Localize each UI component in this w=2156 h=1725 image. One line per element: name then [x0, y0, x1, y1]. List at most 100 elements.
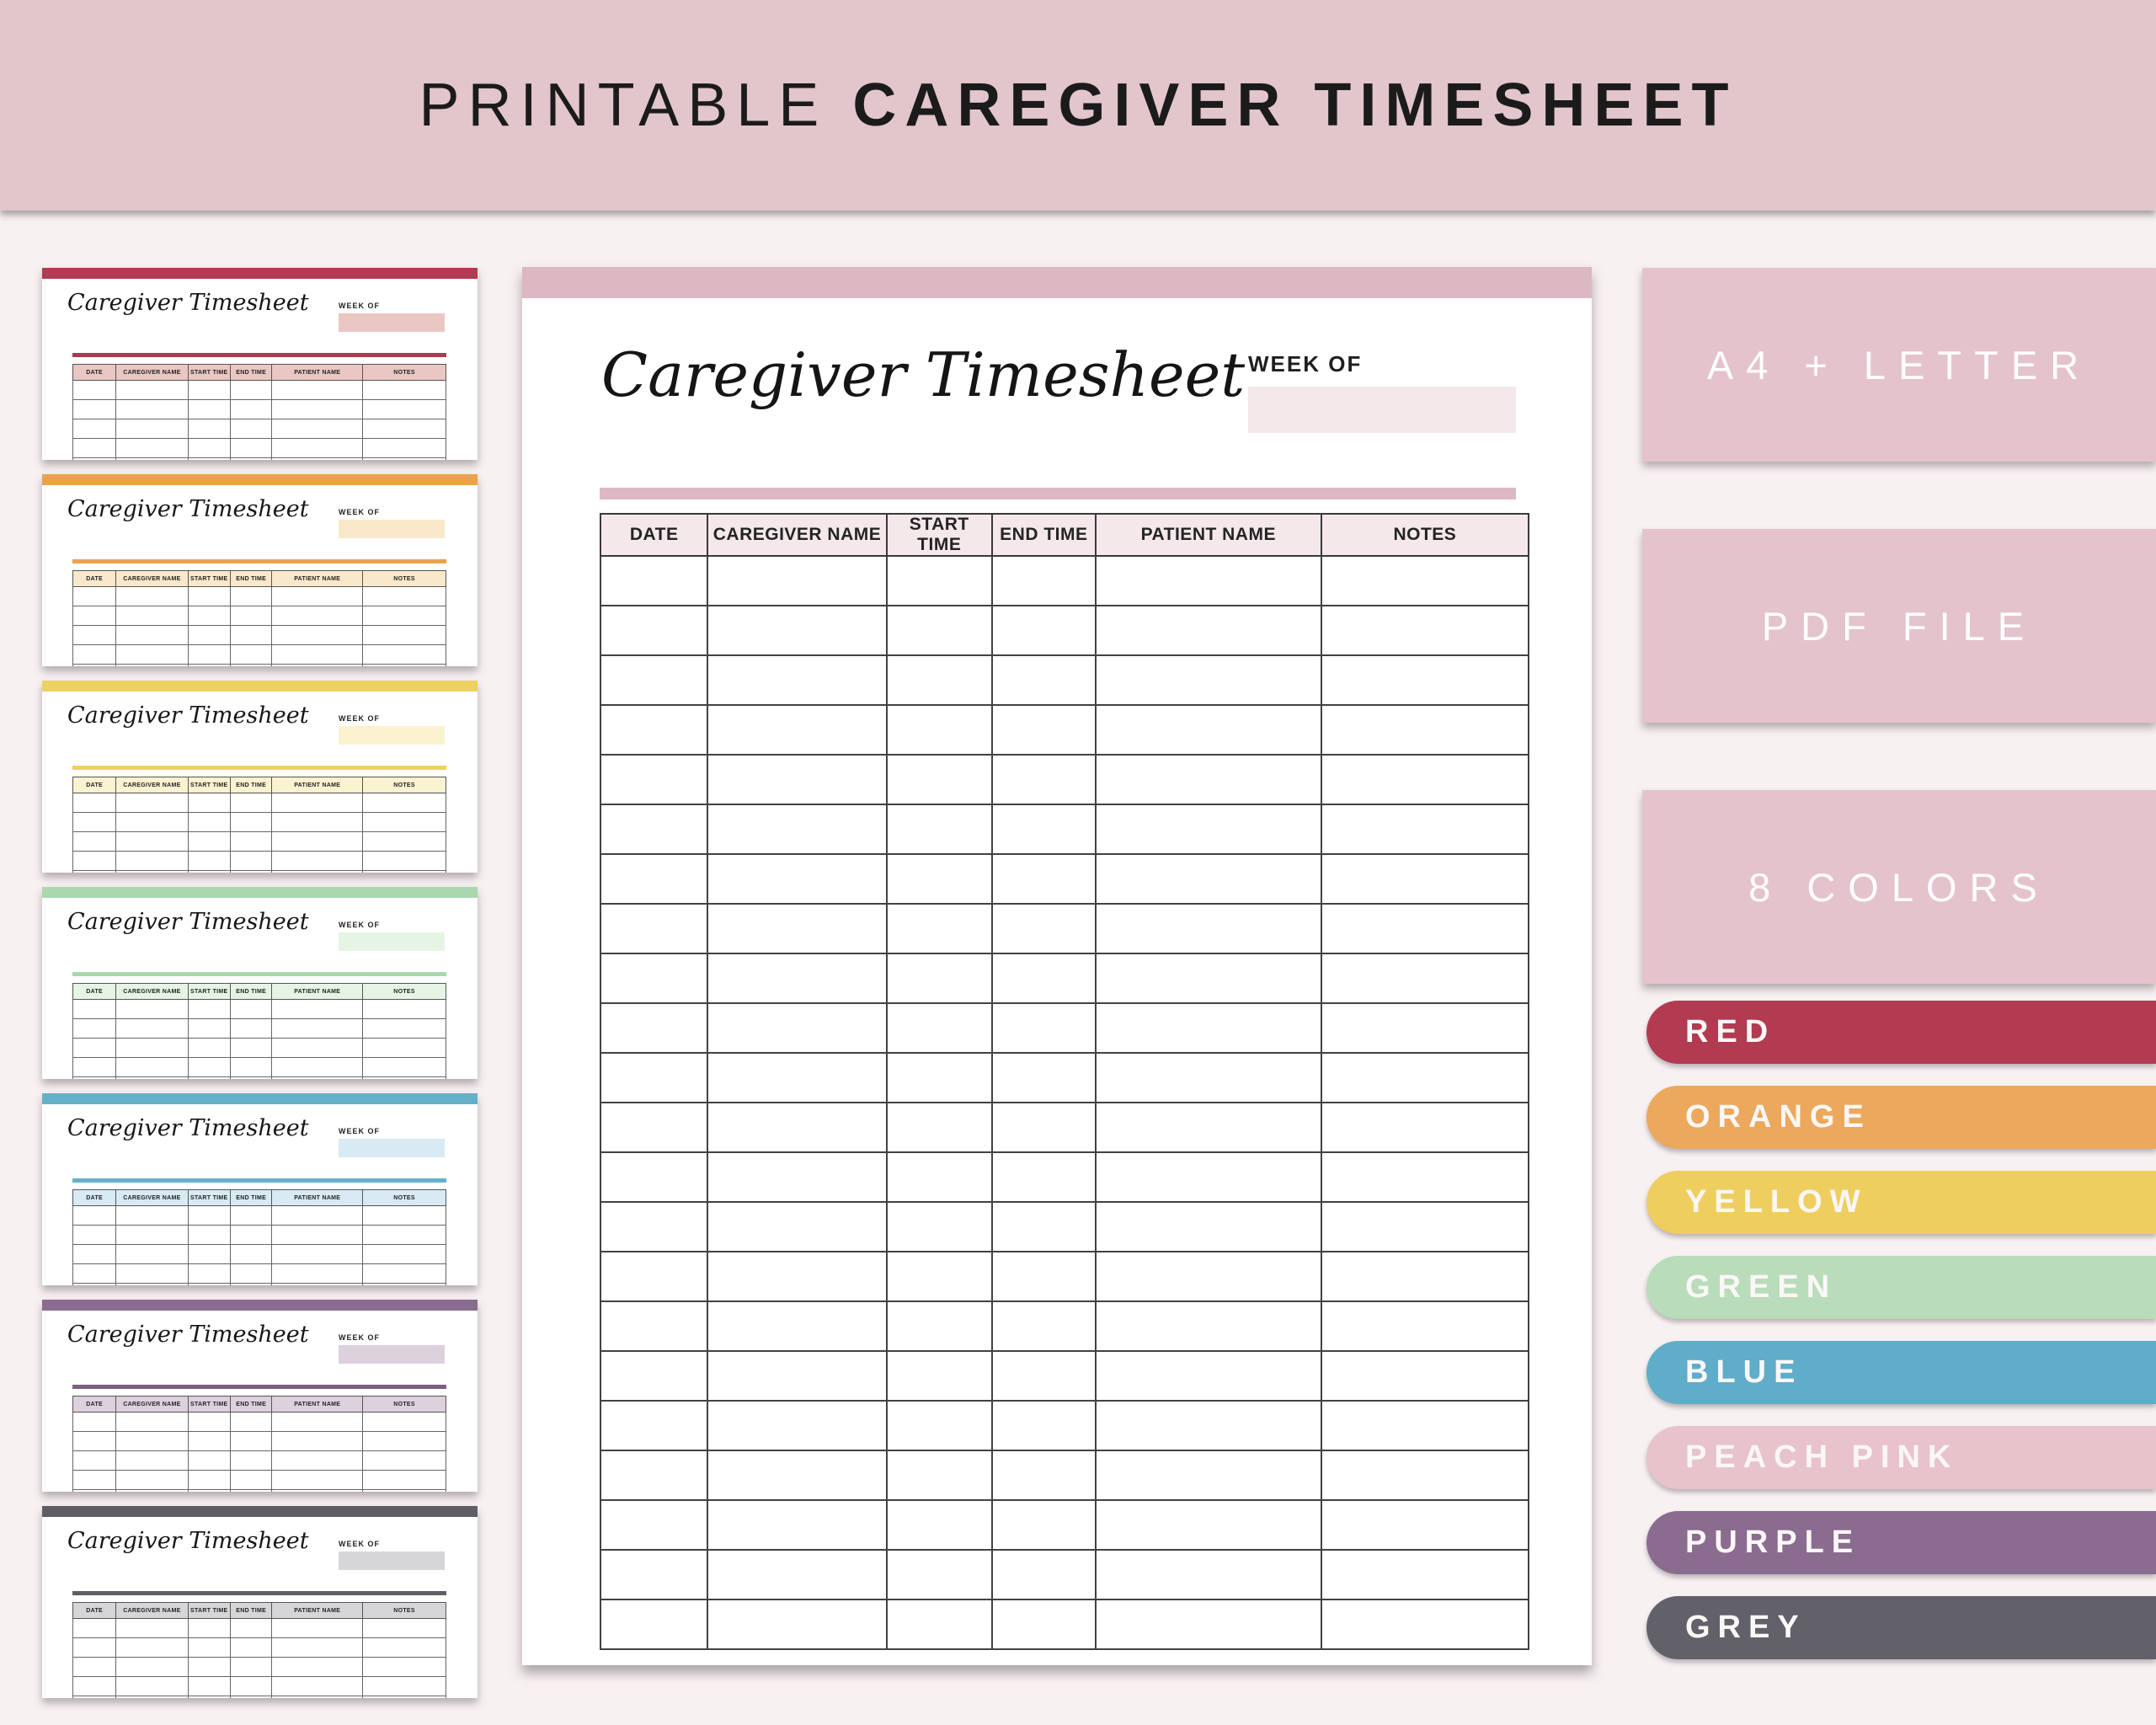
- empty-cell: [362, 1263, 446, 1284]
- empty-cell: [115, 1657, 189, 1677]
- empty-entry-row: [599, 1002, 1530, 1054]
- thumbnail-divider-bar: [72, 766, 446, 770]
- empty-cell: [72, 419, 117, 439]
- empty-cell: [885, 1151, 993, 1203]
- empty-entry-row: [599, 853, 1530, 905]
- empty-cell: [187, 1412, 231, 1432]
- empty-cell: [599, 903, 709, 954]
- empty-cell: [1094, 754, 1322, 805]
- empty-entry-row: [72, 831, 446, 852]
- column-header: END TIME: [229, 570, 273, 587]
- empty-cell: [115, 1431, 189, 1451]
- empty-cell: [187, 419, 231, 439]
- empty-cell: [362, 1412, 446, 1432]
- thumbnail-timesheet-table: DATE CAREGIVER NAME START TIME END TIME PATI…: [72, 777, 446, 873]
- empty-cell: [229, 1431, 273, 1451]
- empty-cell: [1320, 1599, 1530, 1650]
- empty-entry-row: [72, 1057, 446, 1077]
- swatch-label: PEACH PINK: [1685, 1439, 1959, 1475]
- empty-cell: [187, 1263, 231, 1284]
- empty-cell: [115, 664, 189, 666]
- empty-cell: [72, 1018, 117, 1039]
- empty-cell: [707, 1450, 888, 1501]
- empty-cell: [1094, 1151, 1322, 1203]
- empty-cell: [1094, 1400, 1322, 1451]
- table-header-row: DATE CAREGIVER NAME START TIME END TIME PATI…: [72, 777, 446, 793]
- empty-cell: [1320, 605, 1530, 656]
- empty-entry-row: [72, 851, 446, 871]
- thumbnail-sheet-title: Caregiver Timesheet: [67, 496, 309, 522]
- empty-entry-row: [72, 1244, 446, 1264]
- empty-entry-row: [72, 1470, 446, 1490]
- timesheet-thumbnail-grey: Caregiver Timesheet WEEK OF DATE CAREGIVE…: [42, 1506, 478, 1698]
- empty-cell: [1320, 1300, 1530, 1352]
- empty-cell: [187, 831, 231, 852]
- empty-cell: [187, 664, 231, 666]
- empty-cell: [72, 1450, 117, 1471]
- thumbnail-week-of-label: WEEK OF: [339, 1540, 380, 1548]
- empty-cell: [990, 804, 1097, 855]
- empty-entry-row: [72, 1263, 446, 1284]
- column-header: PATIENT NAME: [271, 1189, 364, 1206]
- empty-cell: [362, 1205, 446, 1226]
- column-header: PATIENT NAME: [271, 570, 364, 587]
- empty-cell: [187, 457, 231, 460]
- empty-cell: [229, 438, 273, 458]
- empty-cell: [229, 1283, 273, 1285]
- column-header: NOTES: [362, 1189, 446, 1206]
- empty-entry-row: [599, 1102, 1530, 1153]
- empty-cell: [707, 1350, 888, 1402]
- thumbnail-week-of-label: WEEK OF: [339, 302, 380, 310]
- empty-cell: [229, 399, 273, 419]
- empty-cell: [599, 704, 709, 756]
- empty-cell: [229, 664, 273, 666]
- thumbnail-week-of-field: [339, 520, 445, 538]
- table-header-row: DATE CAREGIVER NAME START TIME END TIME PATI…: [72, 1396, 446, 1413]
- thumbnail-sheet-title: Caregiver Timesheet: [67, 290, 309, 316]
- empty-cell: [115, 1637, 189, 1658]
- column-header: DATE: [72, 777, 117, 793]
- table-header-row: DATE CAREGIVER NAME START TIME END TIME PATI…: [72, 1189, 446, 1206]
- thumbnail-week-of-label: WEEK OF: [339, 1333, 380, 1342]
- column-header: CAREGIVER NAME: [115, 1396, 189, 1413]
- empty-cell: [885, 1002, 993, 1054]
- empty-cell: [885, 1400, 993, 1451]
- empty-entry-row: [599, 1251, 1530, 1302]
- empty-cell: [1320, 555, 1530, 606]
- column-header: CAREGIVER NAME: [115, 1189, 189, 1206]
- empty-cell: [72, 1225, 117, 1245]
- color-swatch-blue: BLUE: [1646, 1341, 2156, 1404]
- empty-cell: [362, 438, 446, 458]
- empty-cell: [187, 1431, 231, 1451]
- empty-entry-row: [72, 1431, 446, 1451]
- empty-cell: [599, 804, 709, 855]
- page-title-bold: CAREGIVER TIMESHEET: [852, 72, 1737, 139]
- swatch-label: BLUE: [1685, 1354, 1803, 1390]
- empty-cell: [229, 831, 273, 852]
- empty-entry-row: [599, 903, 1530, 954]
- week-of-label: WEEK OF: [1248, 351, 1363, 377]
- swatch-label: RED: [1685, 1014, 1776, 1049]
- empty-cell: [707, 555, 888, 606]
- column-header: NOTES: [362, 983, 446, 1000]
- empty-entry-row: [72, 1076, 446, 1079]
- thumbnail-week-of-label: WEEK OF: [339, 1127, 380, 1135]
- empty-cell: [229, 586, 273, 606]
- column-header: CAREGIVER NAME: [115, 777, 189, 793]
- empty-cell: [362, 606, 446, 626]
- empty-cell: [990, 1151, 1097, 1203]
- empty-entry-row: [72, 399, 446, 419]
- empty-cell: [707, 1102, 888, 1153]
- timesheet-thumbnail-blue: Caregiver Timesheet WEEK OF DATE CAREGIVE…: [42, 1093, 478, 1285]
- empty-cell: [187, 1057, 231, 1077]
- empty-cell: [990, 1251, 1097, 1302]
- empty-cell: [115, 419, 189, 439]
- empty-cell: [1320, 1499, 1530, 1551]
- empty-entry-row: [599, 555, 1530, 606]
- empty-cell: [115, 586, 189, 606]
- empty-cell: [187, 644, 231, 665]
- empty-cell: [885, 1201, 993, 1252]
- empty-cell: [271, 1696, 364, 1698]
- empty-cell: [229, 419, 273, 439]
